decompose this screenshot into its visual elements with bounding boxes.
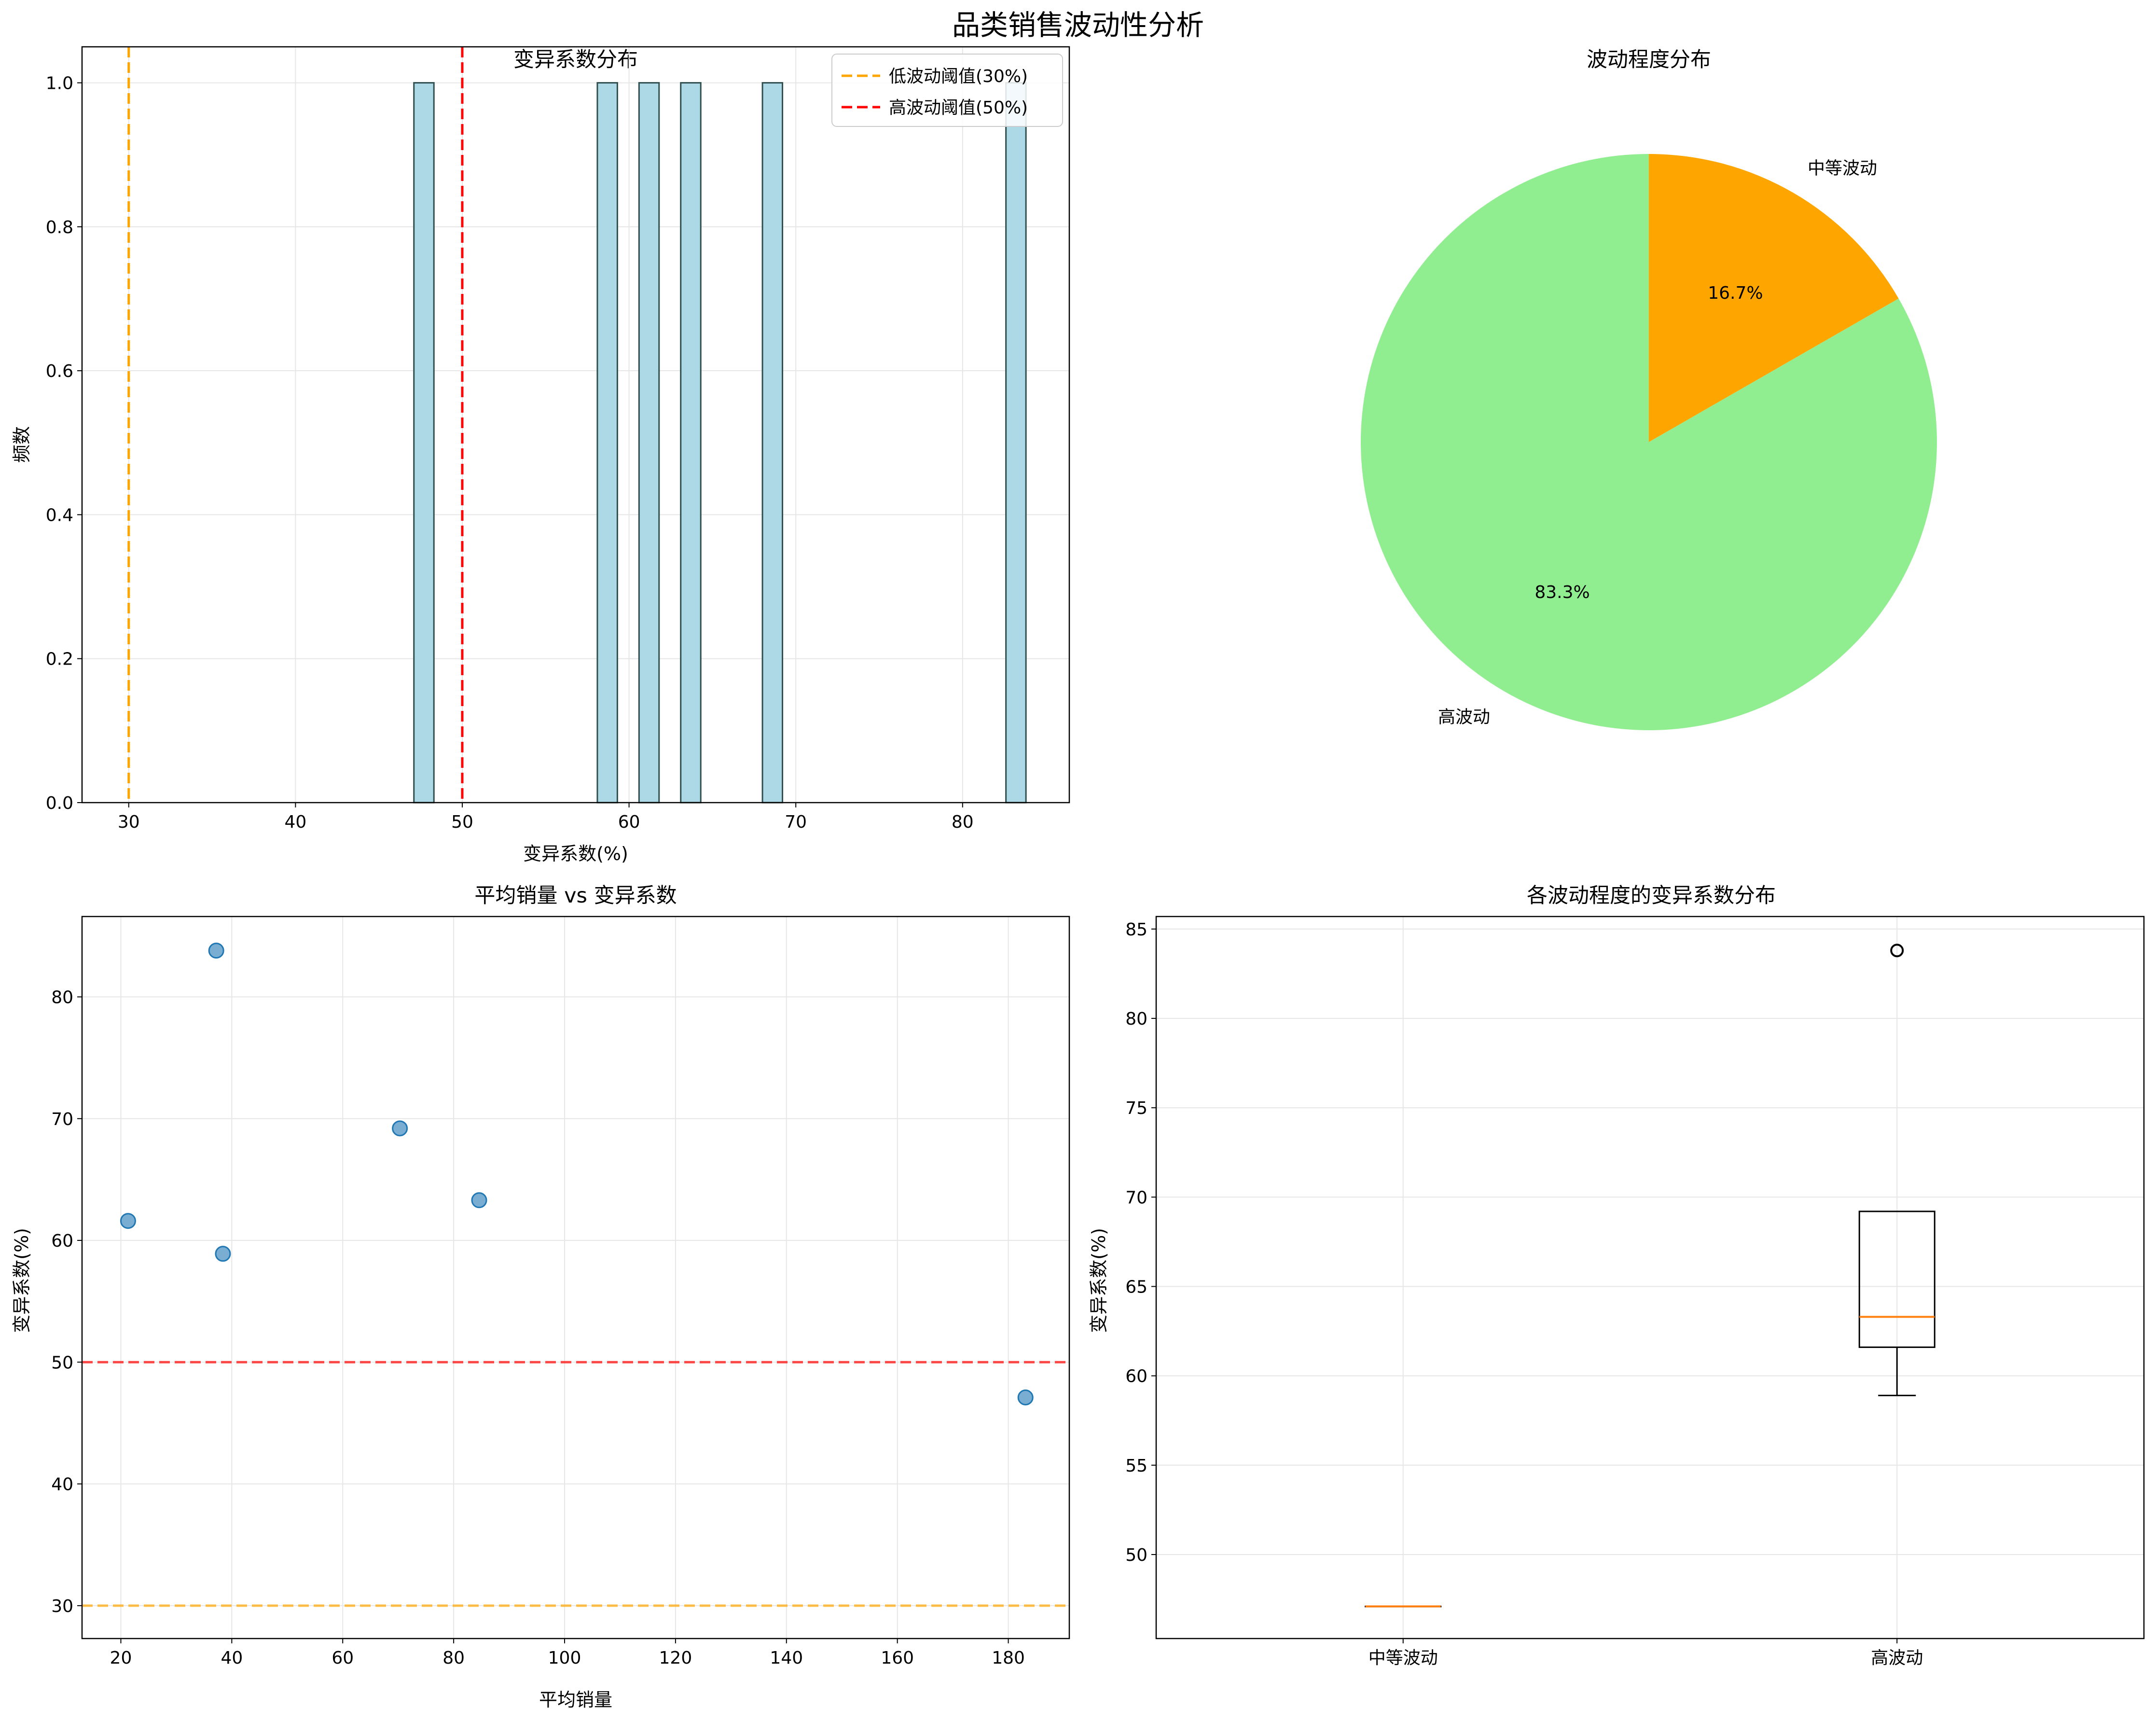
x-tick-label: 180 xyxy=(992,1648,1025,1668)
y-tick-label: 55 xyxy=(1125,1456,1147,1476)
box-outlier xyxy=(1890,944,1904,958)
histogram-bar xyxy=(680,82,702,804)
y-tick-label: 0.6 xyxy=(46,361,73,381)
histogram-ylabel: 频数 xyxy=(11,426,32,463)
figure-title: 品类销售波动性分析 xyxy=(952,9,1204,42)
legend-box xyxy=(831,54,1063,127)
boxplot-title: 各波动程度的变异系数分布 xyxy=(1527,884,1776,908)
plot-frame xyxy=(1155,916,2145,1640)
y-tick-label: 80 xyxy=(51,988,73,1008)
histogram-bar xyxy=(761,82,784,804)
x-tick-label: 高波动 xyxy=(1871,1648,1923,1668)
x-tick-label: 40 xyxy=(221,1648,243,1668)
y-tick-label: 70 xyxy=(1125,1188,1147,1208)
x-tick-label: 中等波动 xyxy=(1368,1648,1438,1668)
y-tick-label: 65 xyxy=(1125,1278,1147,1297)
y-tick-label: 0.2 xyxy=(46,650,73,669)
x-tick-label: 20 xyxy=(110,1648,132,1668)
y-tick-label: 80 xyxy=(1125,1009,1147,1029)
plot-frame xyxy=(81,916,1070,1640)
histogram-bar xyxy=(638,82,660,804)
histogram-title: 变异系数分布 xyxy=(513,48,638,72)
x-tick-label: 80 xyxy=(442,1648,465,1668)
scatter-title: 平均销量 vs 变异系数 xyxy=(474,884,677,908)
y-tick-label: 0.8 xyxy=(46,218,73,237)
legend-label: 低波动阈值(30%) xyxy=(889,67,1028,86)
x-tick-label: 40 xyxy=(284,812,306,832)
legend-label: 高波动阈值(50%) xyxy=(889,98,1028,118)
histogram-bar xyxy=(413,82,435,804)
y-tick-label: 85 xyxy=(1125,920,1147,940)
y-tick-label: 70 xyxy=(51,1110,73,1129)
y-tick-label: 60 xyxy=(1125,1367,1147,1387)
y-tick-label: 50 xyxy=(51,1353,73,1373)
scatter-ylabel: 变异系数(%) xyxy=(11,1228,32,1333)
x-tick-label: 50 xyxy=(451,812,473,832)
y-tick-label: 60 xyxy=(51,1231,73,1251)
x-tick-label: 140 xyxy=(770,1648,803,1668)
y-tick-label: 30 xyxy=(51,1597,73,1616)
y-tick-label: 1.0 xyxy=(46,74,73,94)
x-tick-label: 80 xyxy=(952,812,974,832)
x-tick-label: 60 xyxy=(332,1648,354,1668)
x-tick-label: 100 xyxy=(548,1648,581,1668)
box-body xyxy=(1858,1210,1935,1348)
pie-slice xyxy=(1360,154,1937,730)
pie-panel: 波动程度分布 16.7% 中等波动 83.3% 高波动 xyxy=(1360,48,1937,730)
pie-title: 波动程度分布 xyxy=(1587,48,1711,72)
x-tick-label: 120 xyxy=(659,1648,692,1668)
pie-slice xyxy=(1649,154,1899,442)
boxplot-ylabel: 变异系数(%) xyxy=(1088,1228,1109,1333)
scatter-point xyxy=(208,943,224,959)
histogram-panel: 变异系数分布 变异系数(%) 频数 30 40 50 60 70 80 0.0 0.2 0.4 0… xyxy=(11,46,1070,864)
scatter-panel: 平均销量 vs 变异系数 平均销量 变异系数(%) 20 40 60 80 100 120… xyxy=(11,884,1070,1709)
plot-frame xyxy=(81,46,1070,804)
histogram-bar xyxy=(1005,82,1027,804)
y-tick-label: 50 xyxy=(1125,1545,1147,1565)
pie-slice-label: 中等波动 xyxy=(1808,159,1877,179)
x-tick-label: 30 xyxy=(118,812,140,832)
x-tick-label: 70 xyxy=(785,812,807,832)
scatter-point xyxy=(1017,1389,1034,1405)
pie-percent-label: 16.7% xyxy=(1708,283,1763,303)
y-tick-label: 0.0 xyxy=(46,793,73,813)
y-tick-label: 0.4 xyxy=(46,505,73,525)
x-tick-label: 160 xyxy=(881,1648,914,1668)
scatter-point xyxy=(471,1192,487,1209)
pie-slice-label: 高波动 xyxy=(1438,707,1490,727)
y-tick-label: 40 xyxy=(51,1475,73,1495)
y-tick-label: 75 xyxy=(1125,1098,1147,1118)
scatter-xlabel: 平均销量 xyxy=(539,1689,612,1709)
histogram-bar xyxy=(596,82,618,804)
histogram-xlabel: 变异系数(%) xyxy=(523,843,628,864)
scatter-point xyxy=(392,1120,408,1137)
scatter-point xyxy=(215,1246,231,1262)
pie-percent-label: 83.3% xyxy=(1534,583,1589,602)
x-tick-label: 60 xyxy=(618,812,640,832)
scatter-point xyxy=(120,1213,136,1229)
boxplot-panel: 各波动程度的变异系数分布 变异系数(%) 中等波动 高波动 50 55 60 65 70 75… xyxy=(1088,884,2145,1668)
